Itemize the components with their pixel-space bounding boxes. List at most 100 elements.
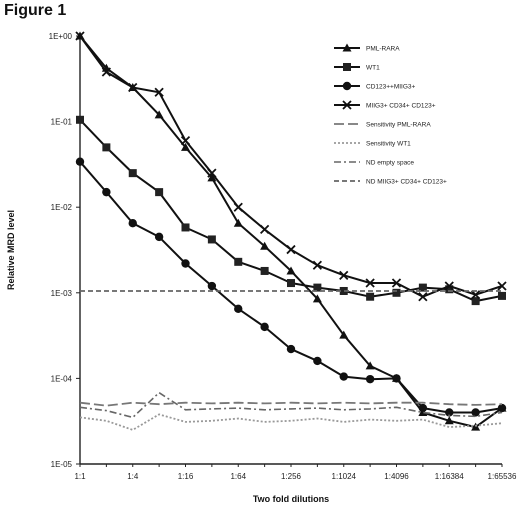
legend-label: ND empty space [366, 160, 414, 167]
series-3 [75, 157, 507, 417]
data-point [471, 297, 480, 306]
data-point [260, 266, 269, 275]
series-line [79, 35, 503, 429]
data-point [233, 218, 243, 227]
data-point [313, 356, 322, 366]
x-tick-label: 1:64 [230, 472, 246, 481]
data-point [312, 260, 323, 270]
data-point [497, 403, 507, 413]
data-point [470, 290, 481, 300]
legend-item: ND empty space [334, 160, 414, 167]
x-tick-label: 1:65536 [488, 472, 517, 481]
data-point [418, 283, 427, 292]
data-point [233, 202, 243, 212]
legend-label: Sensitivity WT1 [366, 141, 411, 148]
data-point [286, 244, 296, 255]
data-point [181, 142, 190, 151]
data-point [181, 259, 190, 268]
x-tick-label: 1:4 [127, 472, 139, 481]
legend-item: Sensitivity WT1 [334, 141, 411, 148]
data-point [207, 173, 217, 182]
data-point [128, 219, 137, 228]
data-point [154, 232, 164, 242]
y-tick-label: 1E-03 [51, 289, 73, 298]
data-point [260, 322, 269, 332]
data-point [391, 278, 402, 288]
series-line [79, 35, 503, 298]
data-point [287, 279, 295, 288]
data-point [444, 281, 454, 291]
legend-label: PML-RARA [366, 46, 400, 53]
data-point [102, 187, 111, 197]
data-point [155, 188, 164, 197]
data-point [154, 87, 164, 97]
data-point [259, 224, 270, 235]
legend-label: MIIG3+ CD34+ CD123+ [366, 103, 436, 110]
data-point [180, 135, 191, 146]
data-point [154, 110, 164, 119]
series-line [79, 161, 503, 414]
data-point [234, 257, 243, 266]
y-tick-label: 1E-04 [51, 374, 73, 383]
x-tick-label: 1:1 [74, 472, 86, 481]
legend-item: MIIG3+ CD34+ CD123+ [334, 100, 436, 110]
x-tick-label: 1:4096 [384, 472, 409, 481]
data-point [207, 168, 217, 178]
data-point [445, 408, 454, 417]
data-point [418, 403, 428, 413]
x-tick-label: 1:256 [281, 472, 302, 481]
data-point [234, 304, 243, 314]
data-point [75, 157, 85, 166]
data-point [128, 169, 137, 178]
series-7 [79, 391, 503, 419]
legend-marker [342, 81, 352, 91]
legend-marker [342, 43, 352, 52]
data-point [260, 241, 270, 250]
y-tick-label: 1E-01 [51, 118, 73, 127]
series-line [79, 401, 503, 407]
data-point [339, 372, 348, 381]
data-point [286, 266, 296, 275]
figure-title: Figure 1 [4, 2, 67, 19]
data-point [497, 281, 507, 291]
data-point [392, 288, 401, 297]
legend: PML-RARA WT1 CD123++MIIG3+ MIIG3+ CD34+ CD1… [334, 43, 447, 186]
data-point [471, 408, 480, 417]
series-5 [79, 401, 503, 407]
x-axis-label: Two fold dilutions [253, 494, 329, 504]
y-tick-label: 1E+00 [49, 32, 73, 41]
data-point [365, 374, 375, 384]
data-point [101, 67, 112, 77]
data-point [102, 143, 111, 152]
data-point [128, 82, 138, 93]
legend-marker [343, 63, 351, 71]
data-point [392, 374, 401, 383]
x-tick-label: 1:1024 [332, 472, 357, 481]
data-point [207, 281, 217, 291]
legend-item: Sensitivity PML-RARA [334, 122, 431, 129]
data-point [339, 286, 348, 295]
data-point [207, 235, 216, 244]
legend-marker [342, 100, 352, 110]
data-point [181, 223, 190, 232]
legend-item: PML-RARA [334, 43, 400, 53]
data-point [312, 294, 322, 303]
series-1 [75, 31, 507, 431]
legend-item: WT1 [334, 63, 380, 72]
legend-label: CD123++MIIG3+ [366, 84, 416, 91]
legend-item: CD123++MIIG3+ [334, 81, 416, 91]
data-point [75, 31, 85, 41]
y-tick-label: 1E-02 [51, 203, 73, 212]
data-point [418, 292, 428, 302]
legend-item: ND MIIG3+ CD34+ CD123+ [334, 179, 447, 186]
data-point [445, 285, 454, 294]
data-point [498, 291, 506, 300]
data-point [339, 270, 349, 280]
data-point [366, 292, 375, 301]
x-tick-label: 1:16384 [435, 472, 464, 481]
data-point [339, 330, 349, 339]
series-4 [75, 31, 507, 302]
data-point [76, 115, 84, 124]
data-point [365, 278, 375, 288]
